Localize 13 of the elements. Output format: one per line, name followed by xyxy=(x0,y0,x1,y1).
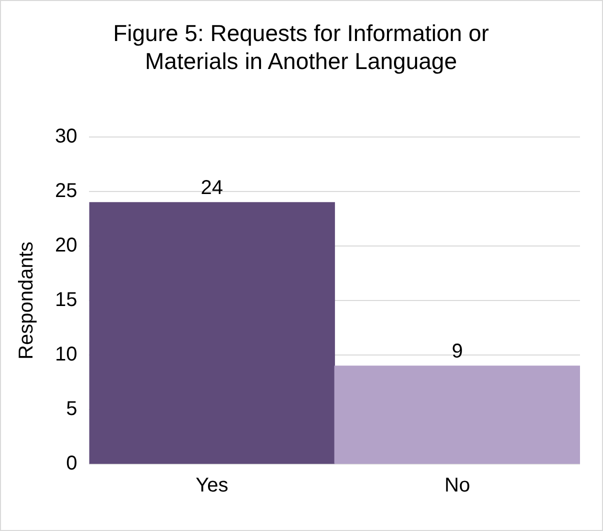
chart-title: Figure 5: Requests for Information or Materials in Another Language xyxy=(112,19,490,75)
y-axis-title: Respondants xyxy=(16,242,38,360)
x-tick-label: Yes xyxy=(196,474,228,497)
y-tick-label: 30 xyxy=(54,126,78,148)
data-label: 24 xyxy=(200,176,224,199)
y-tick-label: 15 xyxy=(54,289,78,312)
data-label: 9 xyxy=(452,340,463,362)
y-tick-label: 20 xyxy=(54,234,78,257)
y-tick-label: 10 xyxy=(54,344,78,366)
y-tick-label: 5 xyxy=(66,398,78,420)
y-tick-label: 0 xyxy=(66,452,78,475)
x-tick-label: No xyxy=(444,474,470,497)
y-tick-label: 25 xyxy=(54,180,78,202)
